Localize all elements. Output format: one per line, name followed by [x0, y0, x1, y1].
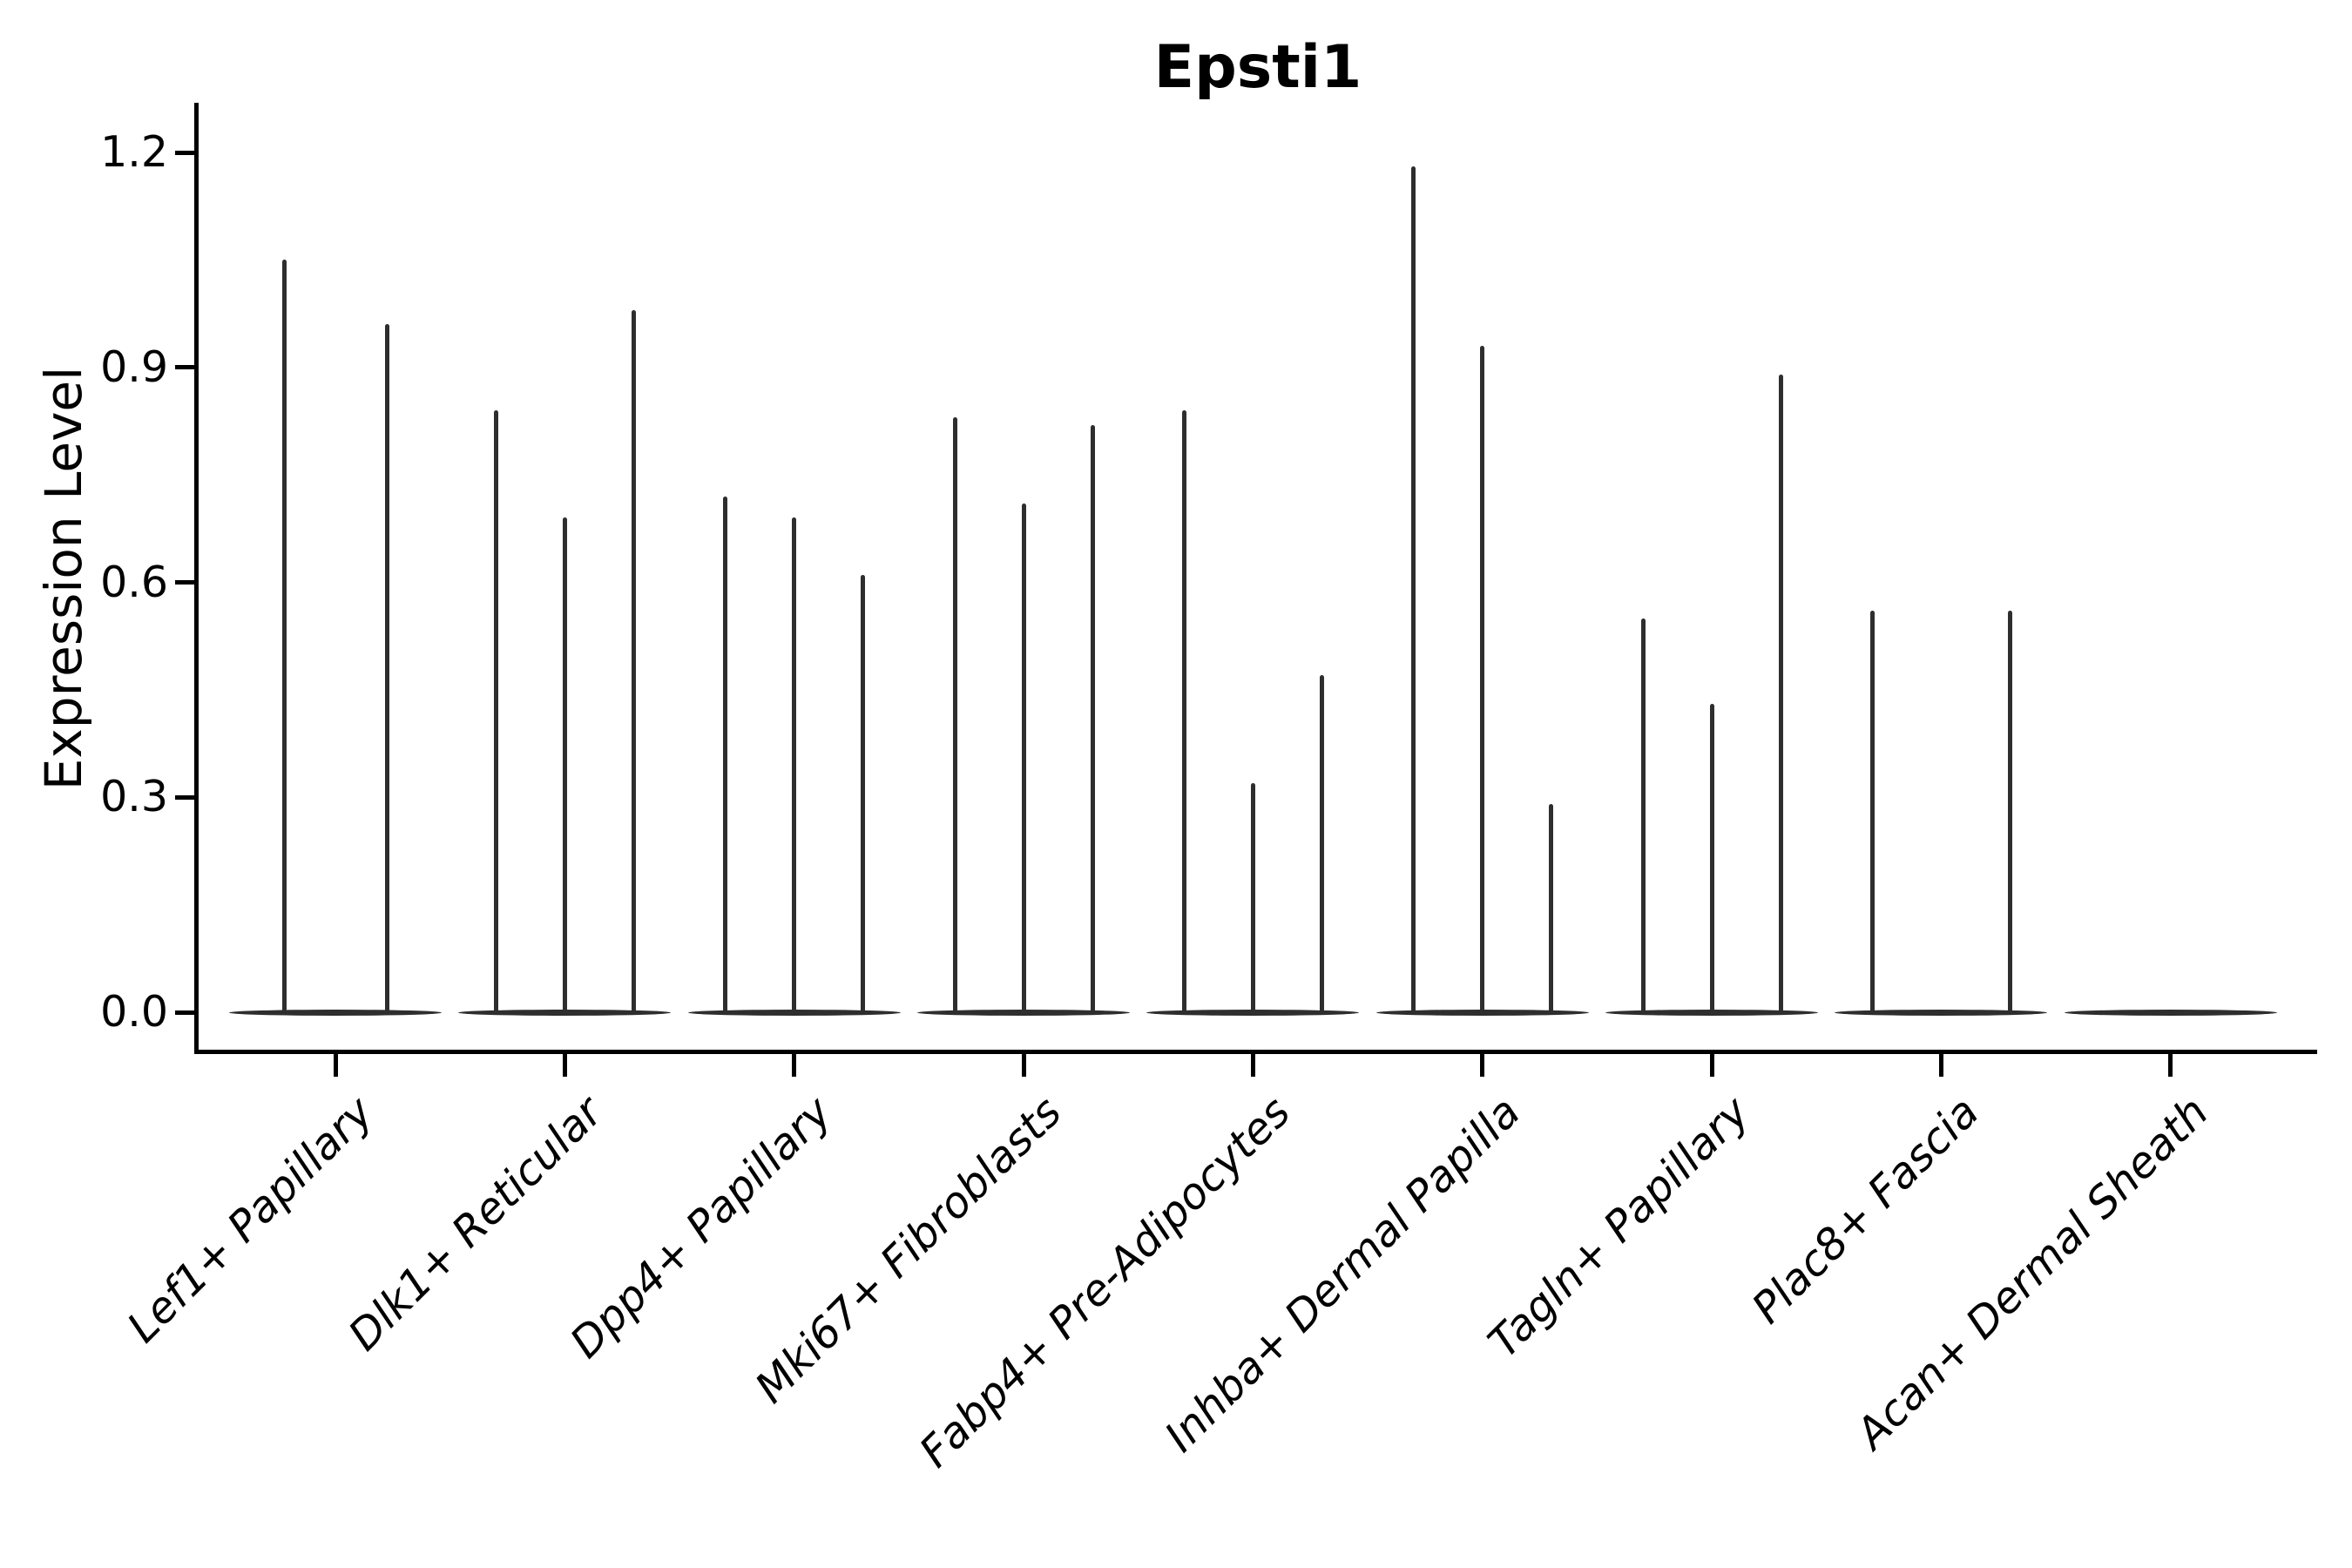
y-tick [175, 365, 194, 370]
violin-spike [1480, 346, 1485, 1012]
violin-spike [281, 260, 287, 1012]
x-tick [1480, 1054, 1485, 1077]
violin-spike [562, 517, 567, 1012]
violin-base [1605, 1009, 1819, 1016]
violin-base [687, 1009, 901, 1016]
violin-base [458, 1009, 672, 1016]
violin-spike [493, 410, 498, 1012]
violin-base [917, 1009, 1131, 1016]
y-tick [175, 794, 194, 800]
violin-spike [2007, 611, 2012, 1012]
violin-spike [1869, 611, 1875, 1012]
violin-spike [952, 417, 957, 1012]
y-tick [175, 150, 194, 155]
violin-base [229, 1009, 442, 1016]
violin-base [2064, 1009, 2277, 1016]
violin-spike [384, 324, 389, 1012]
violin-spike [1640, 618, 1646, 1012]
violin-spike [1709, 704, 1714, 1012]
y-tick-label: 1.2 [100, 127, 168, 177]
x-tick [333, 1054, 338, 1077]
x-tick [1709, 1054, 1714, 1077]
y-tick-label: 0.0 [100, 987, 168, 1037]
chart-title: Epsti1 [1153, 33, 1362, 102]
violin-base [1375, 1009, 1589, 1016]
violin-base [1146, 1009, 1360, 1016]
x-tick [792, 1054, 797, 1077]
violin-spike [1549, 804, 1554, 1012]
violin-spike [861, 575, 866, 1012]
x-tick [1938, 1054, 1943, 1077]
violin-spike [1181, 410, 1186, 1012]
violin-spike [1021, 504, 1026, 1012]
x-tick [1021, 1054, 1026, 1077]
violin-spike [1778, 374, 1783, 1012]
violin-spike [1250, 782, 1255, 1012]
y-tick [175, 1010, 194, 1015]
violin-spike [723, 496, 728, 1012]
y-tick-label: 0.9 [100, 341, 168, 392]
y-tick-label: 0.6 [100, 557, 168, 607]
x-tick [1250, 1054, 1255, 1077]
x-tick-label: Acan+ Dermal Sheath [1643, 1087, 2218, 1458]
y-tick-label: 0.3 [100, 772, 168, 822]
x-axis-spine [194, 1050, 2317, 1054]
x-tick [2168, 1054, 2173, 1077]
y-axis-spine [194, 103, 199, 1054]
violin-spike [631, 309, 636, 1012]
x-tick-label-text: Fabp4+ Pre-Adipocytes [910, 1087, 1301, 1477]
violin-spike [1090, 424, 1095, 1012]
violin-spike [792, 517, 797, 1012]
y-tick [175, 580, 194, 585]
violin-spike [1319, 675, 1324, 1012]
violin-base [1835, 1009, 2048, 1016]
violin-spike [1411, 166, 1416, 1012]
x-tick [562, 1054, 567, 1077]
